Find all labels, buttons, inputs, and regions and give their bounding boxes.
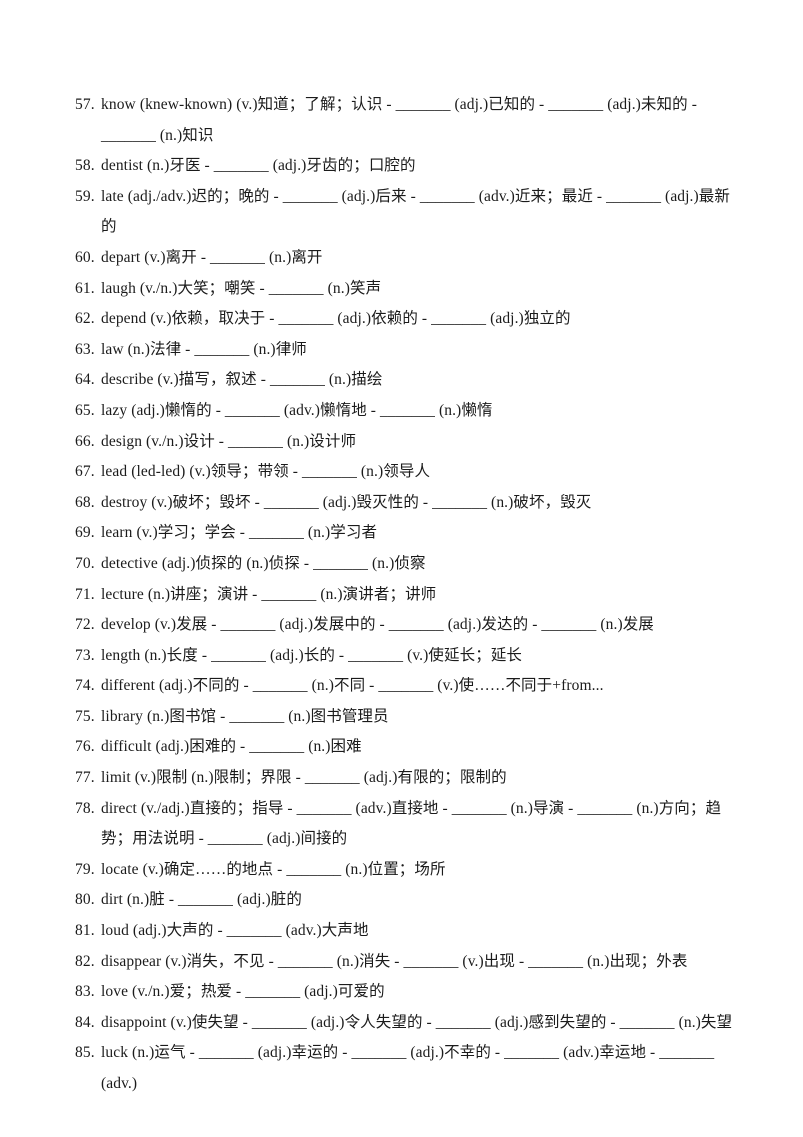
item-number: 57. — [75, 96, 95, 113]
item-text: difficult (adj.)困难的 - _______ (n.)困难 — [101, 738, 362, 756]
vocab-item: 74. different (adj.)不同的 - _______ (n.)不同 … — [75, 671, 737, 702]
vocab-item: 79. locate (v.)确定……的地点 - _______ (n.)位置；场… — [75, 855, 737, 886]
item-number: 76. — [75, 738, 95, 756]
item-number: 81. — [75, 922, 95, 940]
vocab-item: 76. difficult (adj.)困难的 - _______ (n.)困难 — [75, 732, 737, 763]
vocab-item: 68. destroy (v.)破坏；毁坏 - _______ (adj.)毁灭性… — [75, 488, 737, 519]
vocab-item: 84. disappoint (v.)使失望 - _______ (adj.)令人… — [75, 1008, 737, 1039]
vocab-item: 80. dirt (n.)脏 - _______ (adj.)脏的 — [75, 885, 737, 916]
vocab-item: 72. develop (v.)发展 - _______ (adj.)发展中的 -… — [75, 610, 737, 641]
item-text: length (n.)长度 - _______ (adj.)长的 - _____… — [101, 646, 523, 664]
item-text: limit (v.)限制 (n.)限制；界限 - _______ (adj.)有… — [101, 769, 507, 787]
item-text: lecture (n.)讲座；演讲 - _______ (n.)演讲者；讲师 — [101, 585, 437, 603]
item-text: luck (n.)运气 - _______ (adj.)幸运的 - ______… — [101, 1044, 715, 1092]
item-number: 71. — [75, 585, 95, 603]
vocab-item: 63. law (n.)法律 - _______ (n.)律师 — [75, 335, 737, 366]
item-number: 68. — [75, 493, 95, 511]
item-text: know (knew-known) (v.)知道；了解；认识 - _______… — [101, 96, 697, 144]
vocab-item: 65. lazy (adj.)懒惰的 - _______ (adv.)懒惰地 - … — [75, 396, 737, 427]
item-number: 59. — [75, 187, 95, 205]
vocab-item: 83. love (v./n.)爱；热爱 - _______ (adj.)可爱的 — [75, 977, 737, 1008]
item-text: depend (v.)依赖，取决于 - _______ (adj.)依赖的 - … — [101, 310, 571, 328]
item-number: 69. — [75, 524, 95, 542]
item-text: learn (v.)学习；学会 - _______ (n.)学习者 — [101, 524, 378, 542]
item-number: 79. — [75, 860, 95, 878]
vocab-item: 71. lecture (n.)讲座；演讲 - _______ (n.)演讲者；讲… — [75, 580, 737, 611]
item-number: 62. — [75, 310, 95, 328]
item-text: love (v./n.)爱；热爱 - _______ (adj.)可爱的 — [101, 983, 385, 1001]
item-text: laugh (v./n.)大笑；嘲笑 - _______ (n.)笑声 — [101, 279, 382, 297]
item-text: loud (adj.)大声的 - _______ (adv.)大声地 — [101, 922, 369, 940]
item-text: lead (led-led) (v.)领导；带领 - _______ (n.)领… — [101, 463, 431, 481]
item-number: 67. — [75, 463, 95, 481]
item-number: 72. — [75, 616, 95, 634]
item-text: different (adj.)不同的 - _______ (n.)不同 - _… — [101, 677, 604, 695]
item-number: 77. — [75, 769, 95, 787]
item-text: develop (v.)发展 - _______ (adj.)发展中的 - __… — [101, 616, 654, 634]
item-text: detective (adj.)侦探的 (n.)侦探 - _______ (n.… — [101, 554, 426, 572]
vocab-item: 73. length (n.)长度 - _______ (adj.)长的 - __… — [75, 641, 737, 672]
vocab-item: 77. limit (v.)限制 (n.)限制；界限 - _______ (adj… — [75, 763, 737, 794]
item-number: 60. — [75, 248, 95, 266]
item-number: 64. — [75, 371, 95, 389]
item-text: direct (v./adj.)直接的；指导 - _______ (adv.)直… — [101, 799, 722, 848]
item-number: 84. — [75, 1013, 95, 1031]
vocab-item: 64. describe (v.)描写，叙述 - _______ (n.)描绘 — [75, 365, 737, 396]
item-number: 78. — [75, 799, 95, 817]
item-text: depart (v.)离开 - _______ (n.)离开 — [101, 248, 323, 266]
vocab-item: 78. direct (v./adj.)直接的；指导 - _______ (adv… — [75, 794, 737, 855]
item-text: library (n.)图书馆 - _______ (n.)图书管理员 — [101, 707, 389, 725]
vocab-item: 69. learn (v.)学习；学会 - _______ (n.)学习者 — [75, 518, 737, 549]
vocab-item: 67. lead (led-led) (v.)领导；带领 - _______ (n… — [75, 457, 737, 488]
item-number: 80. — [75, 891, 95, 909]
item-number: 65. — [75, 401, 95, 419]
item-text: describe (v.)描写，叙述 - _______ (n.)描绘 — [101, 371, 383, 389]
item-text: destroy (v.)破坏；毁坏 - _______ (adj.)毁灭性的 -… — [101, 493, 592, 511]
item-text: dirt (n.)脏 - _______ (adj.)脏的 — [101, 891, 302, 909]
item-number: 74. — [75, 677, 95, 695]
vocab-item: 82. disappear (v.)消失，不见 - _______ (n.)消失 … — [75, 947, 737, 978]
item-text: lazy (adj.)懒惰的 - _______ (adv.)懒惰地 - ___… — [101, 401, 493, 419]
item-text: late (adj./adv.)迟的；晚的 - _______ (adj.)后来… — [101, 187, 730, 236]
vocab-item: 85. luck (n.)运气 - _______ (adj.)幸运的 - ___… — [75, 1038, 737, 1099]
vocab-item: 81. loud (adj.)大声的 - _______ (adv.)大声地 — [75, 916, 737, 947]
vocab-item: 57. know (knew-known) (v.)知道；了解；认识 - ____… — [75, 90, 737, 151]
item-text: disappear (v.)消失，不见 - _______ (n.)消失 - _… — [101, 952, 688, 970]
item-text: design (v./n.)设计 - _______ (n.)设计师 — [101, 432, 357, 450]
item-number: 58. — [75, 157, 95, 175]
vocab-item: 61. laugh (v./n.)大笑；嘲笑 - _______ (n.)笑声 — [75, 274, 737, 305]
item-number: 61. — [75, 279, 95, 297]
item-number: 70. — [75, 554, 95, 572]
vocab-item: 62. depend (v.)依赖，取决于 - _______ (adj.)依赖的… — [75, 304, 737, 335]
item-number: 66. — [75, 432, 95, 450]
vocab-item: 70. detective (adj.)侦探的 (n.)侦探 - _______ … — [75, 549, 737, 580]
item-number: 83. — [75, 983, 95, 1001]
item-text: dentist (n.)牙医 - _______ (adj.)牙齿的；口腔的 — [101, 157, 416, 175]
vocab-item: 60. depart (v.)离开 - _______ (n.)离开 — [75, 243, 737, 274]
item-text: locate (v.)确定……的地点 - _______ (n.)位置；场所 — [101, 860, 446, 878]
vocab-item: 59. late (adj./adv.)迟的；晚的 - _______ (adj.… — [75, 182, 737, 243]
item-number: 75. — [75, 707, 95, 725]
vocab-item: 58. dentist (n.)牙医 - _______ (adj.)牙齿的；口腔… — [75, 151, 737, 182]
vocab-list: 57. know (knew-known) (v.)知道；了解；认识 - ____… — [75, 90, 737, 1100]
item-number: 63. — [75, 340, 95, 358]
item-number: 73. — [75, 646, 95, 664]
item-number: 82. — [75, 952, 95, 970]
vocab-item: 66. design (v./n.)设计 - _______ (n.)设计师 — [75, 427, 737, 458]
item-text: law (n.)法律 - _______ (n.)律师 — [101, 340, 307, 358]
item-number: 85. — [75, 1044, 95, 1062]
vocab-item: 75. library (n.)图书馆 - _______ (n.)图书管理员 — [75, 702, 737, 733]
item-text: disappoint (v.)使失望 - _______ (adj.)令人失望的… — [101, 1013, 733, 1031]
